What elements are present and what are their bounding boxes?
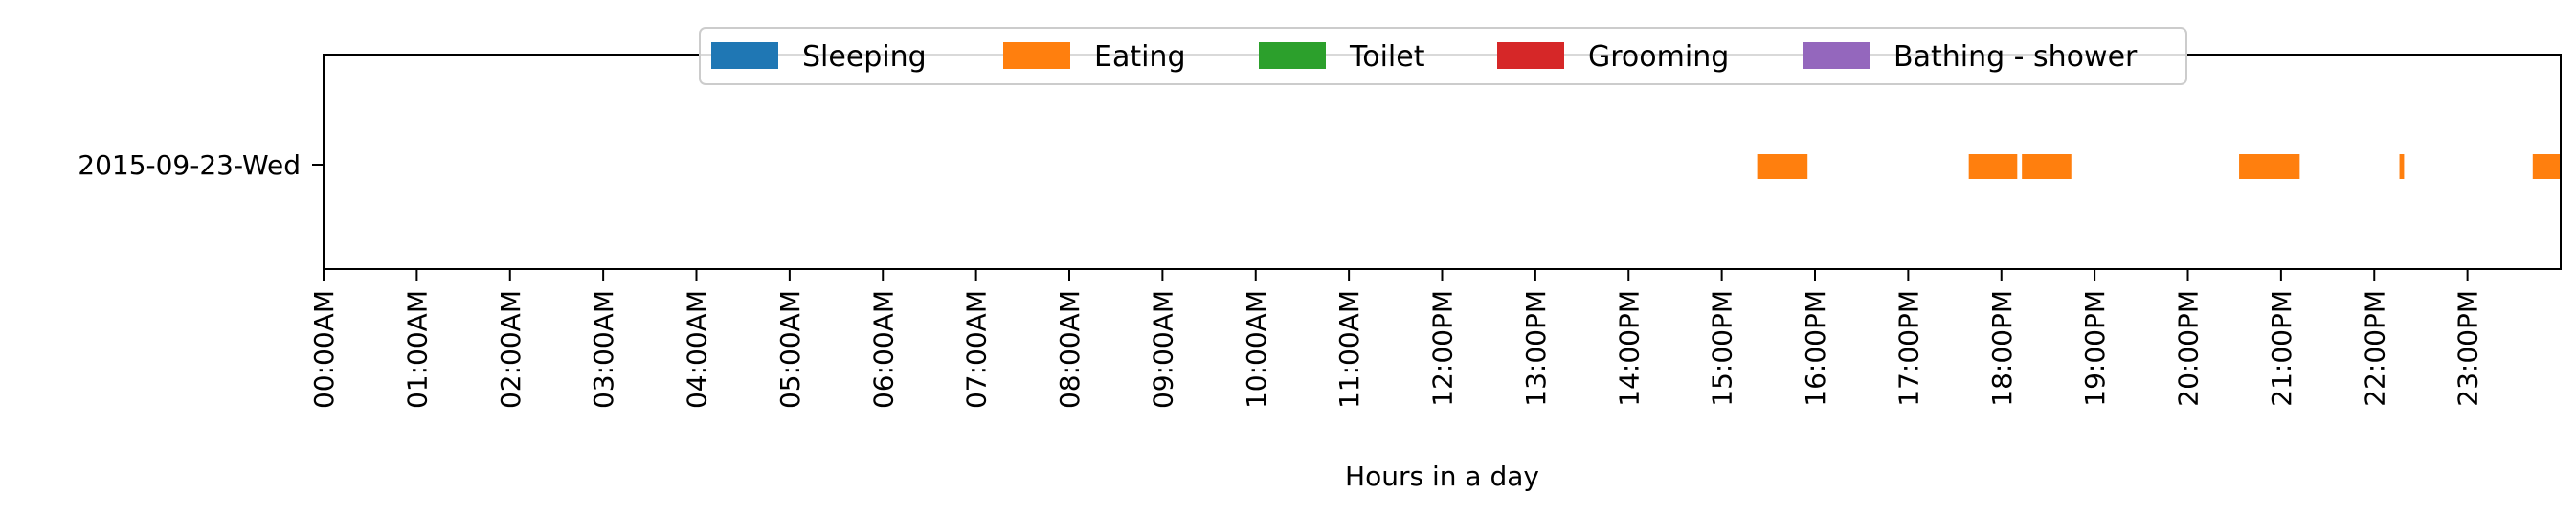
legend-swatch: [1259, 42, 1326, 69]
legend-frame: [699, 27, 2187, 85]
x-tick-label: 16:00PM: [1800, 290, 1831, 407]
activity-bar: [1968, 154, 2018, 179]
legend-swatch: [1803, 42, 1870, 69]
x-tick-label: 19:00PM: [2079, 290, 2111, 407]
x-tick-label: 00:00AM: [308, 290, 340, 409]
legend-label: Sleeping: [802, 40, 927, 74]
legend-label: Bathing - shower: [1893, 40, 2138, 74]
x-tick-label: 09:00AM: [1147, 290, 1178, 409]
legend-swatch: [1497, 42, 1564, 69]
activity-bar: [2239, 154, 2300, 179]
x-tick-label: 06:00AM: [867, 290, 899, 409]
x-tick-label: 20:00PM: [2173, 290, 2205, 407]
activity-bar: [1757, 154, 1808, 179]
bars-layer: [1757, 154, 2561, 179]
x-tick-label: 12:00PM: [1427, 290, 1459, 407]
activity-bar: [2532, 154, 2561, 179]
legend: Sleeping Eating Toilet Grooming Bathing - sh…: [699, 27, 2187, 85]
x-tick-label: 21:00PM: [2266, 290, 2297, 407]
x-tick-label: 01:00AM: [401, 290, 433, 409]
x-tick-label: 03:00AM: [588, 290, 619, 409]
x-tick-label: 04:00AM: [682, 290, 713, 409]
x-tick-label: 17:00PM: [1893, 290, 1924, 407]
legend-swatch: [711, 42, 778, 69]
legend-swatch: [1003, 42, 1070, 69]
x-axis: 00:00AM 01:00AM 02:00AM 03:00AM 04:00AM 05:00…: [308, 269, 2484, 409]
legend-label: Grooming: [1588, 40, 1729, 74]
x-tick-label: 15:00PM: [1707, 290, 1738, 407]
x-tick-label: 11:00AM: [1333, 290, 1365, 409]
x-axis-title: Hours in a day: [1345, 461, 1539, 492]
x-tick-label: 14:00PM: [1613, 290, 1645, 407]
x-tick-label: 05:00AM: [774, 290, 806, 409]
legend-label: Eating: [1094, 40, 1186, 74]
x-tick-label: 23:00PM: [2453, 290, 2484, 407]
y-tick-label: 2015-09-23-Wed: [78, 149, 301, 181]
x-tick-label: 22:00PM: [2359, 290, 2390, 407]
activity-bar: [2022, 154, 2072, 179]
x-tick-label: 02:00AM: [495, 290, 526, 409]
x-tick-label: 18:00PM: [1986, 290, 2018, 407]
x-tick-label: 10:00AM: [1241, 290, 1272, 409]
x-tick-label: 08:00AM: [1054, 290, 1086, 409]
y-axis: 2015-09-23-Wed: [78, 149, 324, 181]
legend-label: Toilet: [1349, 40, 1425, 74]
activity-bar: [2399, 154, 2405, 179]
x-tick-label: 13:00PM: [1520, 290, 1552, 407]
x-tick-label: 07:00AM: [961, 290, 993, 409]
